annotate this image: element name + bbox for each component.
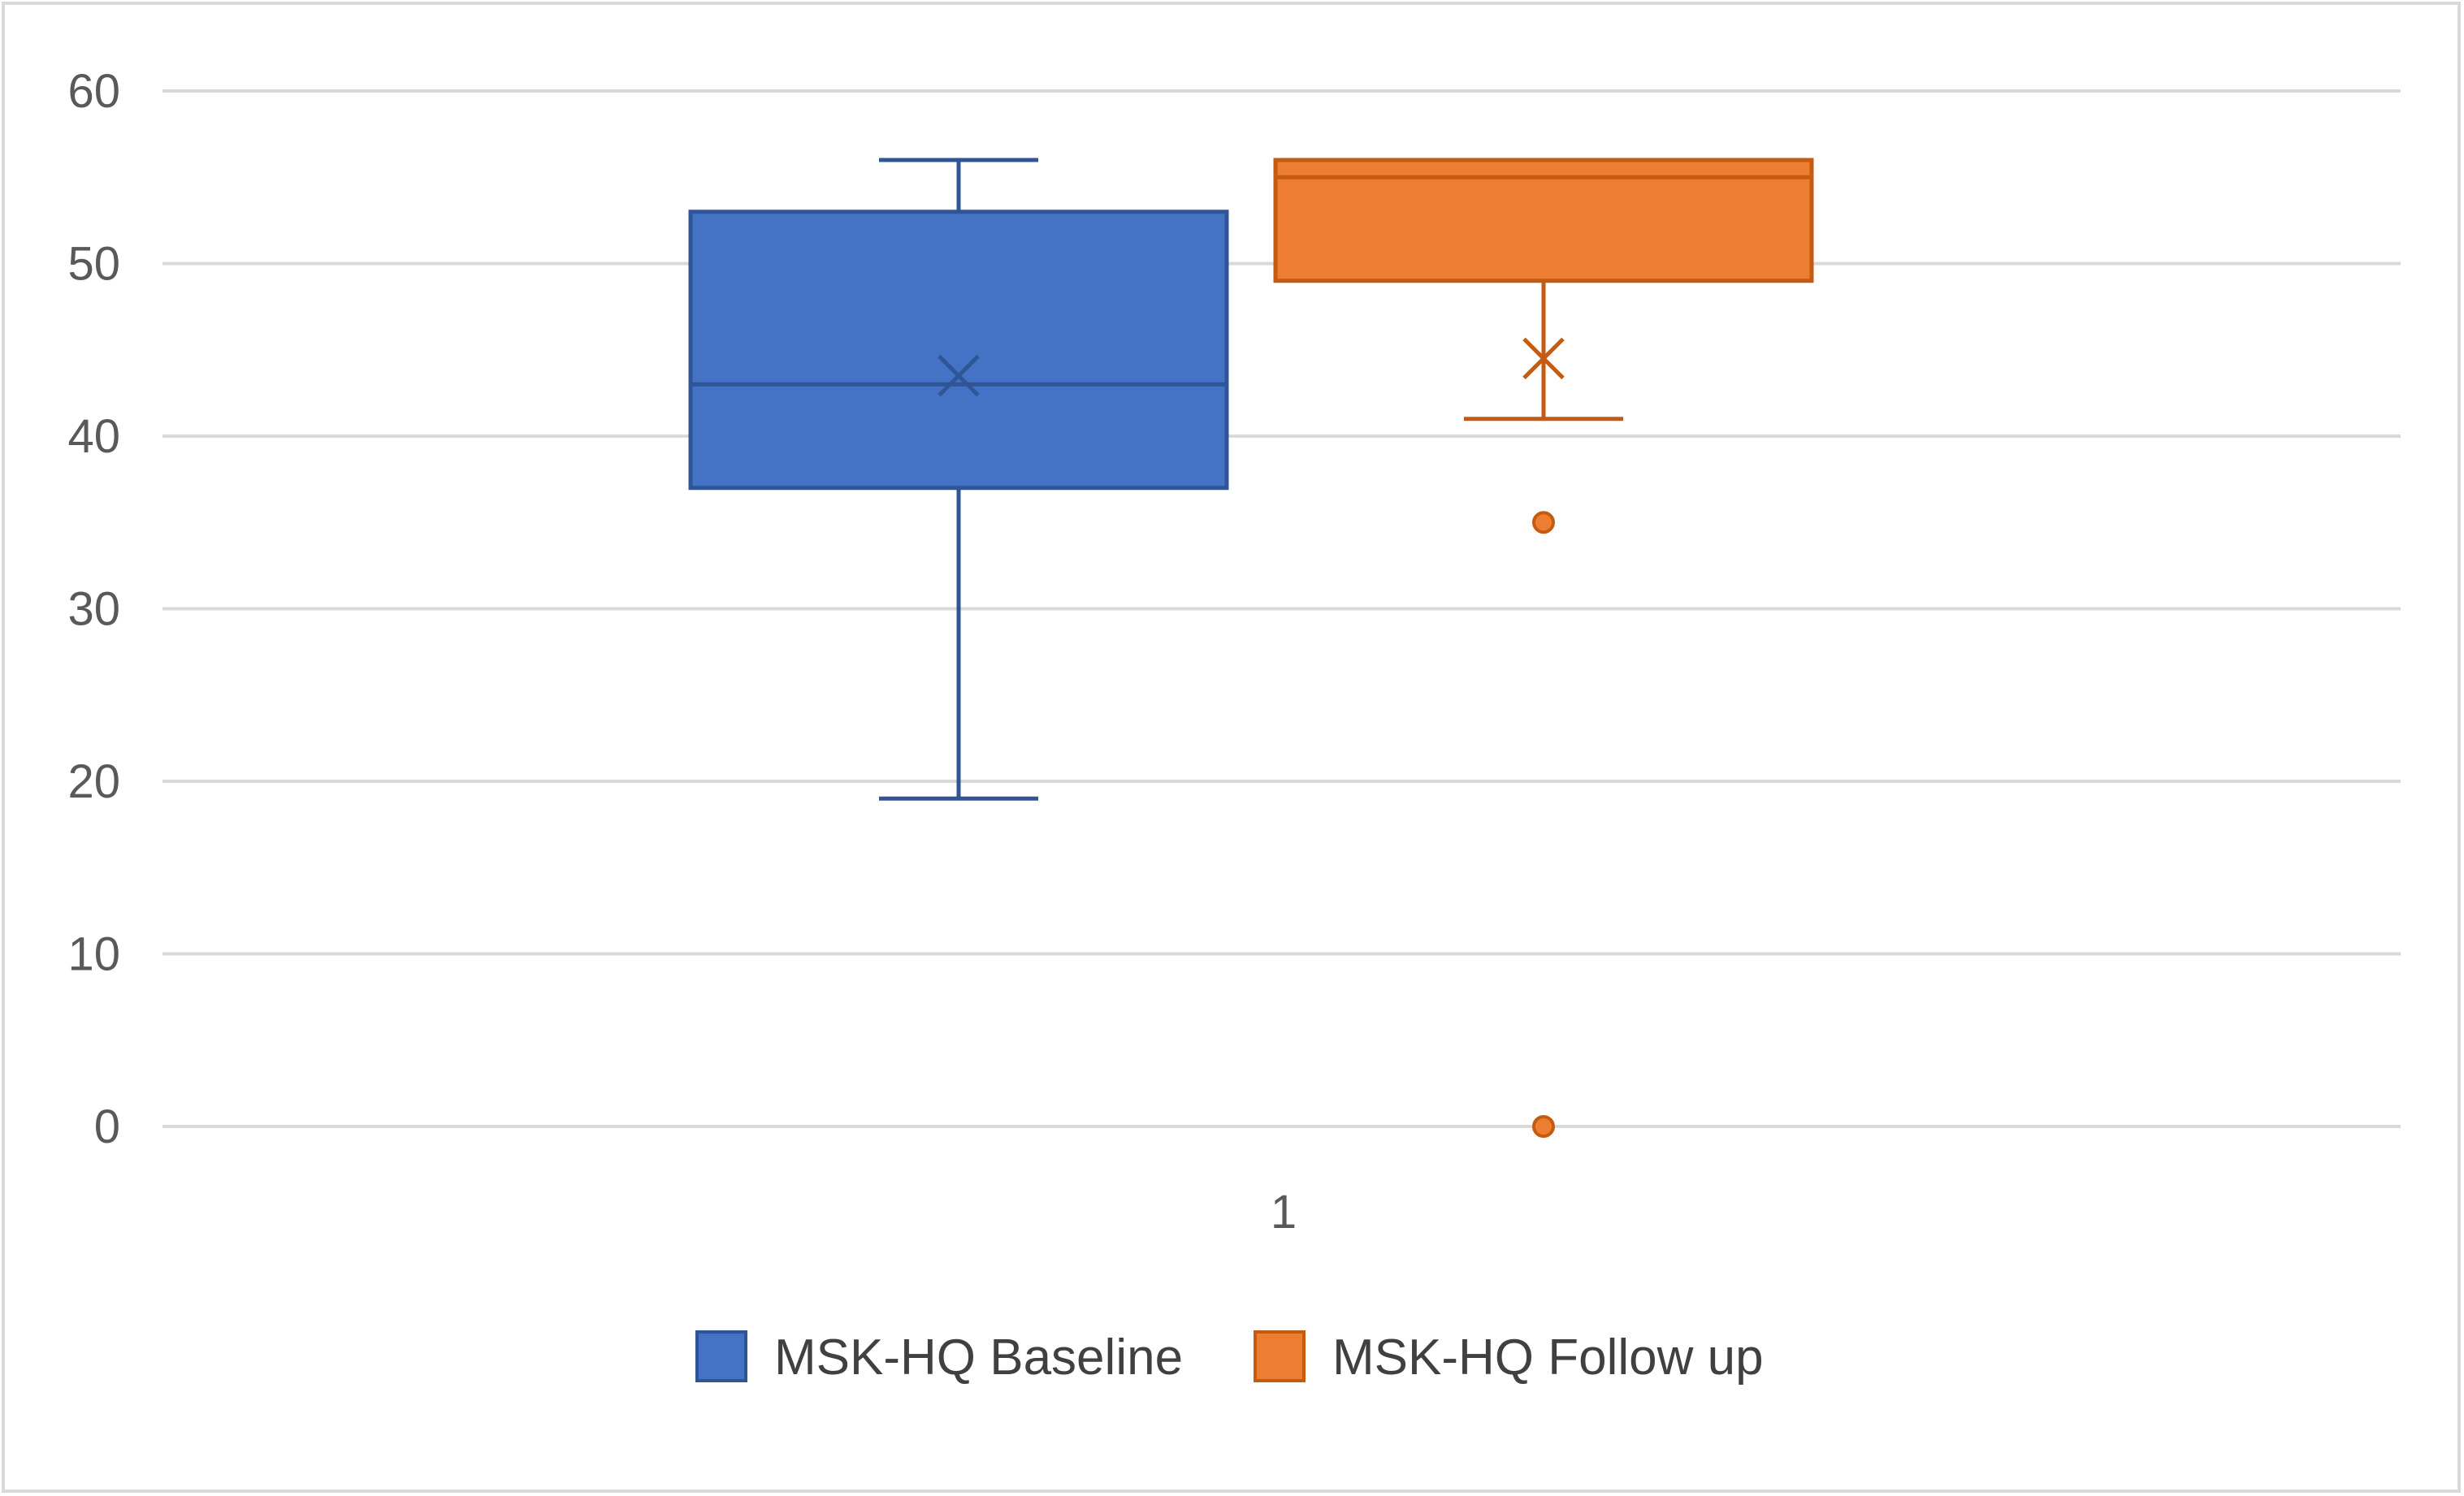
y-tick-label: 30 xyxy=(67,583,120,636)
y-tick-label: 50 xyxy=(67,238,120,291)
x-category-label: 1 xyxy=(1271,1186,1297,1239)
iqr-box xyxy=(1273,158,1814,283)
y-axis-tick-labels: 0 10 20 30 40 50 60 xyxy=(67,65,120,1153)
box-baseline xyxy=(688,158,1229,801)
legend-label: MSK-HQ Baseline xyxy=(774,1330,1183,1386)
y-tick-label: 10 xyxy=(67,928,120,981)
y-tick-label: 0 xyxy=(94,1100,120,1153)
y-tick-label: 60 xyxy=(67,65,120,118)
legend-swatch xyxy=(695,1330,747,1382)
outlier-point xyxy=(1532,511,1555,534)
legend-swatch xyxy=(1254,1330,1306,1382)
legend: MSK-HQ Baseline MSK-HQ Follow up xyxy=(695,1330,1764,1386)
boxes xyxy=(688,158,1814,1138)
legend-label: MSK-HQ Follow up xyxy=(1332,1330,1764,1386)
mean-marker xyxy=(1522,337,1565,380)
box-follow-up xyxy=(1273,158,1814,1138)
mean-marker xyxy=(938,354,980,397)
y-tick-label: 40 xyxy=(67,410,120,463)
iqr-box xyxy=(688,210,1229,491)
y-tick-label: 20 xyxy=(67,755,120,808)
outlier-point xyxy=(1532,1115,1555,1138)
